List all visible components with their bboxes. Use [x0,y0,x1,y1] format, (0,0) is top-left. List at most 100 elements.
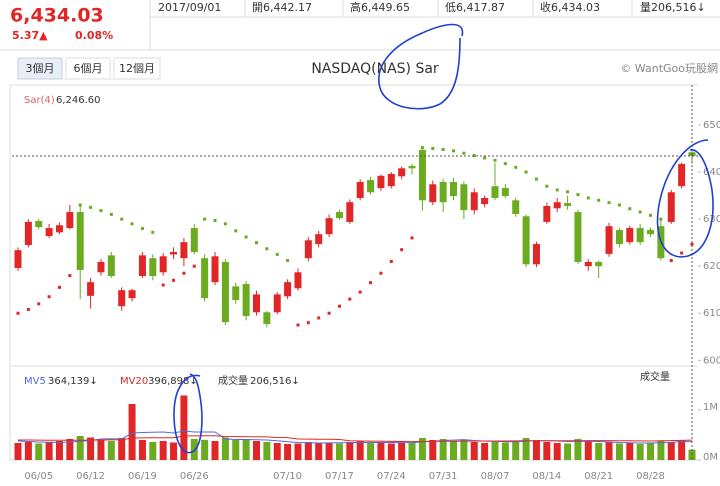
candle-body [107,255,115,277]
sar-dot [26,307,30,311]
candle-body [55,225,63,233]
volume-name: 成交量 [218,374,248,387]
x-tick-label: 07/31 [429,471,458,482]
candle-body [615,229,623,245]
sar-dot [109,212,113,216]
sar-dot [68,274,72,278]
sar-dot [120,217,124,221]
candle-body [263,312,271,325]
candle-body [201,258,209,299]
candle-body [626,228,634,243]
volume-tick-label: 0M [703,452,718,463]
candle-body [24,221,32,245]
chart-title: NASDAQ(NAS) Sar [311,61,439,77]
candle-body [346,202,354,222]
candle-body [398,168,406,177]
volume-bar [14,443,22,460]
candle-body [543,205,551,222]
volume-bar [605,442,613,460]
sar-dot [659,217,663,221]
candle-body [284,282,292,297]
candle-body [315,234,323,245]
indicator-value: 6,246.60 [56,95,101,106]
moving-average [18,435,693,443]
candle-body [667,192,675,222]
candle-body [584,261,592,267]
x-tick-label: 08/28 [636,471,665,482]
sar-dot [566,190,570,194]
sar-dot [369,281,373,285]
volume-tick-label: 1M [703,402,718,413]
sar-dot [358,290,362,294]
sar-dot [348,297,352,301]
sar-dot [37,302,41,306]
candle-body [128,290,136,299]
volume-bar [615,443,623,460]
sar-dot [317,316,321,320]
candle-body [180,242,188,259]
quote-high: 高6,449.65 [350,0,410,14]
sar-dot [493,158,497,162]
quote-close: 收6,434.03 [540,0,600,14]
annotation-circle [173,373,203,454]
tab[interactable] [113,57,161,80]
sar-dot [524,170,528,174]
volume-bar [626,442,634,460]
tab[interactable] [17,57,63,80]
volume-bar [97,440,105,460]
sar-dot [690,242,694,246]
candle-body [211,256,219,283]
source: © WantGoo玩股網 [620,61,718,75]
volume-bar [201,440,209,460]
sar-dot [586,196,590,200]
candle-body [512,200,520,214]
volume-bar [304,442,312,460]
volume-bar [367,443,375,460]
candle-body [429,184,437,203]
sar-dot [514,165,518,169]
sar-dot [99,209,103,213]
volume-bar [522,438,530,460]
sar-dot [254,241,258,245]
sar-dot [286,259,290,263]
volume-bar [138,440,146,460]
candle-body [377,175,385,189]
volume-bar [35,443,43,460]
candle-body [522,216,530,265]
price-change: 5.37▲ [12,29,48,42]
volume-bar [128,404,136,460]
moving-average [17,430,693,444]
candle-body [408,165,416,169]
sar-dot [327,311,331,315]
tab-label[interactable]: 12個月 [119,62,155,75]
volume-bar [647,443,655,460]
y-tick-label: 6200 [703,261,720,272]
candle-body [294,272,302,289]
candle-body [304,240,312,259]
candle-body [138,255,146,277]
volume-bar [87,437,95,460]
candle-body [221,261,229,323]
candle-body [367,180,375,193]
sar-dot [130,222,134,226]
tab-label[interactable]: 3個月 [26,62,55,75]
x-tick-label: 06/05 [24,471,53,482]
volume-bar [398,442,406,460]
sar-dot [244,235,248,239]
volume-bar [387,443,395,460]
sar-dot [669,259,673,263]
sar-dot [441,147,445,151]
tab[interactable] [65,57,111,80]
tab-label[interactable]: 6個月 [74,62,103,75]
x-tick-label: 07/10 [273,471,302,482]
sar-dot [649,213,653,217]
candle-body [647,229,655,235]
sar-dot [306,321,310,325]
volume-bar [574,439,582,460]
volume-value: 206,516↓ [250,376,300,387]
candle-body [159,256,167,273]
sar-dot [452,149,456,153]
volume-bar [418,438,426,460]
sar-dot [265,247,269,251]
